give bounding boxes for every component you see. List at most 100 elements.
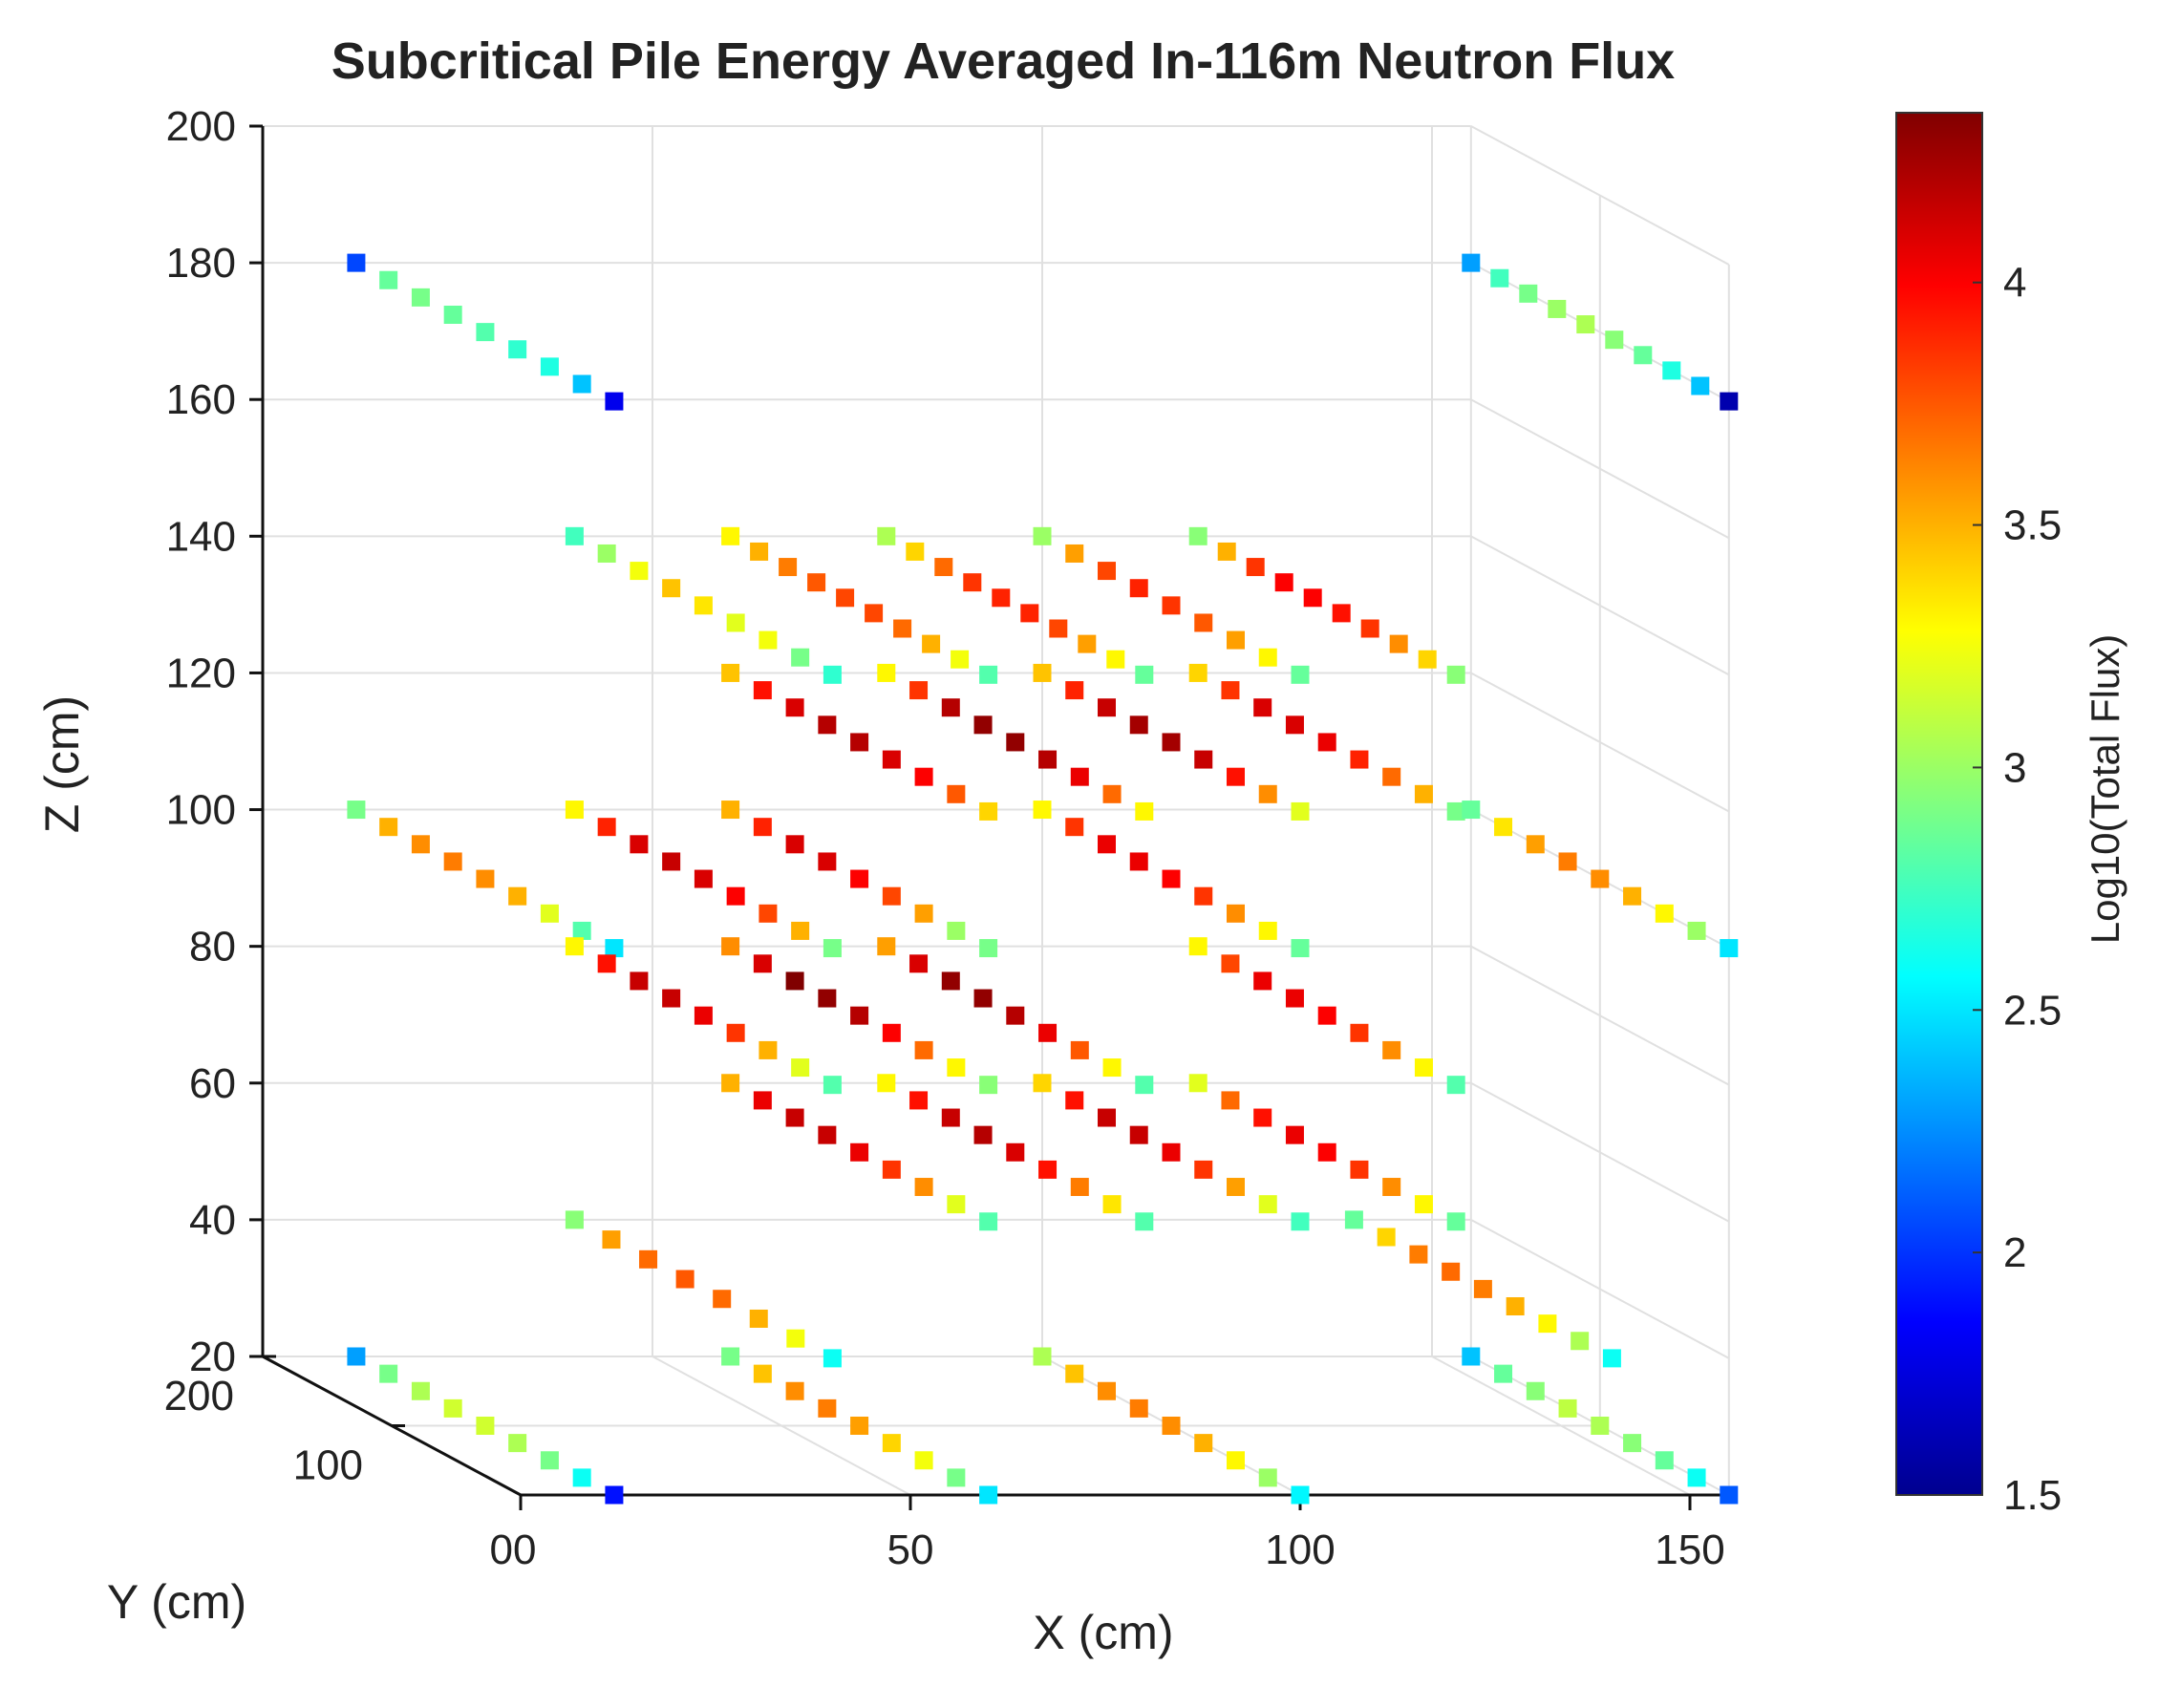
- data-point: [1285, 1125, 1304, 1144]
- data-point: [630, 971, 649, 991]
- data-point: [1377, 1228, 1396, 1247]
- data-point: [877, 1074, 896, 1093]
- data-point: [1162, 733, 1181, 752]
- data-point: [807, 573, 826, 592]
- data-point: [1129, 852, 1148, 871]
- data-point: [1162, 1142, 1181, 1162]
- data-point: [1462, 801, 1481, 820]
- y-tick-label: 100: [293, 1442, 363, 1489]
- data-point: [1253, 971, 1272, 991]
- data-point: [540, 1451, 559, 1470]
- data-point: [1227, 767, 1245, 786]
- data-point: [753, 1364, 772, 1383]
- colorbar-tick-label: 1.5: [2003, 1472, 2062, 1519]
- data-point: [1033, 526, 1052, 545]
- data-point: [411, 1381, 430, 1400]
- data-point: [1033, 801, 1052, 820]
- data-point: [914, 767, 933, 786]
- data-point: [877, 526, 896, 545]
- data-point: [1253, 1108, 1272, 1127]
- data-point: [411, 288, 430, 307]
- data-point: [597, 954, 616, 973]
- data-point: [1258, 921, 1277, 940]
- data-point: [753, 681, 772, 700]
- data-point: [1135, 665, 1154, 684]
- colorbar-tick-label: 3: [2003, 744, 2026, 791]
- data-point: [1623, 886, 1642, 906]
- data-point: [1102, 1195, 1122, 1214]
- data-point: [1194, 613, 1213, 632]
- colorbar-tick-label: 4: [2003, 260, 2026, 307]
- data-point: [1350, 750, 1369, 769]
- data-point: [565, 526, 584, 545]
- data-point: [379, 818, 398, 837]
- data-point: [1162, 596, 1181, 615]
- data-point: [1344, 1210, 1363, 1229]
- data-point: [1382, 767, 1401, 786]
- data-point: [347, 1347, 366, 1366]
- z-tick-label: 40: [189, 1197, 236, 1244]
- data-point: [947, 921, 966, 940]
- data-point: [1038, 1160, 1058, 1179]
- data-points: [347, 253, 1739, 1505]
- data-point: [1418, 650, 1437, 669]
- data-point: [508, 886, 527, 906]
- data-point: [979, 939, 998, 958]
- data-point: [1129, 579, 1148, 598]
- data-point: [1538, 1314, 1557, 1334]
- data-point: [1221, 1091, 1240, 1110]
- data-point: [662, 989, 681, 1008]
- data-point: [1655, 904, 1674, 923]
- data-point: [1129, 1398, 1148, 1418]
- x-axis-label: X (cm): [1033, 1606, 1173, 1659]
- data-point: [759, 630, 778, 650]
- data-point: [1360, 619, 1379, 638]
- data-point: [941, 698, 960, 717]
- x-tick-label: 150: [1655, 1527, 1724, 1573]
- data-point: [508, 1434, 527, 1453]
- colorbar: [1895, 112, 1983, 1496]
- data-point: [914, 1451, 933, 1470]
- x-tick-label: 00: [490, 1527, 537, 1573]
- data-point: [1389, 634, 1408, 653]
- data-point: [1332, 604, 1351, 623]
- data-point: [909, 1091, 929, 1110]
- data-point: [753, 818, 772, 837]
- data-point: [1576, 315, 1595, 334]
- data-point: [1548, 299, 1567, 318]
- data-point: [1291, 1485, 1310, 1505]
- data-point: [379, 1364, 398, 1383]
- data-point: [1038, 1023, 1058, 1042]
- data-point: [909, 954, 929, 973]
- data-point: [973, 1125, 993, 1144]
- data-point: [823, 665, 842, 684]
- data-point: [941, 1108, 960, 1127]
- data-point: [1227, 904, 1245, 923]
- data-point: [1188, 526, 1208, 545]
- data-point: [947, 1195, 966, 1214]
- data-point: [941, 971, 960, 991]
- data-point: [877, 663, 896, 682]
- z-tick-label: 100: [166, 787, 236, 834]
- data-point: [979, 801, 998, 821]
- z-tick-label: 180: [166, 240, 236, 287]
- data-point: [1446, 665, 1465, 684]
- data-point: [914, 1040, 933, 1059]
- data-point: [1033, 1074, 1052, 1093]
- data-point: [1194, 1434, 1213, 1453]
- axes-grid: [262, 125, 1730, 1496]
- data-point: [1102, 784, 1122, 803]
- data-point: [1571, 1332, 1590, 1351]
- data-point: [1591, 869, 1610, 888]
- data-point: [565, 1210, 584, 1229]
- data-point: [1350, 1023, 1369, 1042]
- colorbar-ticks: 1.5 2 2.5 3 3.5 4: [1973, 260, 2062, 1519]
- data-point: [1070, 1178, 1089, 1197]
- data-point: [973, 989, 993, 1008]
- data-point: [443, 305, 462, 324]
- data-point: [1070, 1040, 1089, 1059]
- data-point: [1382, 1178, 1401, 1197]
- data-point: [785, 698, 804, 717]
- data-point: [540, 357, 559, 376]
- data-point: [1691, 376, 1710, 395]
